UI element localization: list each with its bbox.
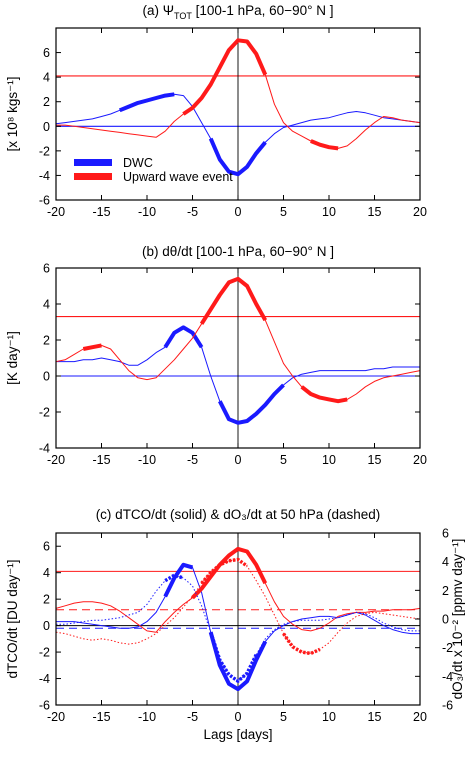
x-tick-label: -10 <box>138 710 156 724</box>
y-tick-label: -2 <box>39 144 50 158</box>
y2-tick-label: -4 <box>442 670 453 684</box>
x-tick-label: -20 <box>47 710 65 724</box>
series-2-significant-segment-1 <box>82 343 102 351</box>
y2-axis-label: dO₃/dt x 10⁻² [ppmv day⁻¹] <box>450 539 465 700</box>
y-axis-label: dTCO/dt [DU day⁻¹] <box>5 560 20 679</box>
legend-label: DWC <box>123 156 153 170</box>
series-2-significant-segment-3 <box>300 385 348 404</box>
x-tick-label: 5 <box>280 710 287 724</box>
y-tick-label: -6 <box>39 699 50 713</box>
legend-swatch-upward-wave-event <box>74 173 112 180</box>
y-axis-label: [K day⁻¹] <box>5 331 20 385</box>
y-axis-label: [x 10⁸ kgs⁻¹] <box>5 76 20 151</box>
y-tick-label: -6 <box>39 194 50 208</box>
y-tick-label: 0 <box>43 619 50 633</box>
x-tick-label: 0 <box>235 453 242 467</box>
x-tick-label: -5 <box>187 710 198 724</box>
series-1-significant-segment-2 <box>208 137 267 177</box>
series-1-significant-segment-1 <box>163 562 194 598</box>
x-tick-label: 15 <box>368 205 382 219</box>
y-tick-label: -4 <box>39 442 50 456</box>
y-tick-label: 6 <box>43 262 50 276</box>
x-tick-label: 20 <box>413 710 427 724</box>
chart-panel-1: (a) ΨTOT [100-1 hPa, 60−90° N ]-20 -15 -10… <box>5 3 427 219</box>
series-1-significant-segment-1 <box>118 92 175 113</box>
y2-tick-label: 2 <box>442 584 449 598</box>
y2-tick-label: -6 <box>442 699 453 713</box>
chart-panel-3: (c) dTCO/dt (solid) & dO₃/dt at 50 hPa (… <box>5 507 465 742</box>
chart-panel-2: (b) dθ/dt [100-1 hPa, 60−90° N ]-20 -15 -1… <box>5 244 427 467</box>
legend-swatch-dwc <box>74 159 112 166</box>
y-tick-label: 4 <box>43 71 50 85</box>
y2-tick-label: 4 <box>442 555 449 569</box>
x-tick-label: 15 <box>368 710 382 724</box>
y-tick-label: -4 <box>39 169 50 183</box>
series-2-significant-segment-1 <box>191 546 268 600</box>
y2-tick-label: 0 <box>442 613 449 627</box>
series-2-significant-segment-1 <box>182 38 268 116</box>
x-tick-label: -20 <box>47 453 65 467</box>
x-tick-label: 15 <box>368 453 382 467</box>
series-1-significant-segment-2 <box>208 631 268 692</box>
y-tick-label: 2 <box>43 95 50 109</box>
x-tick-label: 5 <box>280 453 287 467</box>
x-tick-label: 10 <box>322 453 336 467</box>
series-1-significant-segment-1 <box>163 325 204 349</box>
x-tick-label: -15 <box>92 205 110 219</box>
y-tick-label: 0 <box>43 120 50 134</box>
series-2-significant-segment-2 <box>310 139 339 151</box>
y2-tick-label: -2 <box>442 641 453 655</box>
x-tick-label: -5 <box>187 453 198 467</box>
x-tick-label: 0 <box>235 710 242 724</box>
x-tick-label: 10 <box>322 205 336 219</box>
y-tick-label: -2 <box>39 406 50 420</box>
chart-title: (b) dθ/dt [100-1 hPa, 60−90° N ] <box>142 244 334 259</box>
chart-title: (c) dTCO/dt (solid) & dO₃/dt at 50 hPa (… <box>96 507 381 522</box>
chart-title: (a) ΨTOT [100-1 hPa, 60−90° N ] <box>143 3 334 21</box>
x-axis-label: Lags [days] <box>203 727 272 742</box>
y-tick-label: 2 <box>43 334 50 348</box>
x-tick-label: 20 <box>413 453 427 467</box>
series-1-significant-segment-2 <box>218 383 285 425</box>
x-tick-label: -5 <box>187 205 198 219</box>
series-2-significant-segment-2 <box>199 276 268 325</box>
y-tick-label: -2 <box>39 646 50 660</box>
x-tick-label: -10 <box>138 453 156 467</box>
series-3-significant-segment-1 <box>164 573 184 583</box>
y2-tick-label: 6 <box>442 527 449 541</box>
series-4-significant-segment-2 <box>282 632 321 656</box>
x-tick-label: 10 <box>322 710 336 724</box>
y-tick-label: 0 <box>43 370 50 384</box>
y-tick-label: 6 <box>43 46 50 60</box>
x-tick-label: -20 <box>47 205 65 219</box>
y-tick-label: 4 <box>43 566 50 580</box>
x-tick-label: 0 <box>235 205 242 219</box>
x-tick-label: -15 <box>92 453 110 467</box>
y-tick-label: 4 <box>43 298 50 312</box>
y-tick-label: 2 <box>43 593 50 607</box>
series-line-3 <box>56 574 420 682</box>
x-tick-label: -15 <box>92 710 110 724</box>
series-3-significant-segment-2 <box>209 631 258 683</box>
x-tick-label: 20 <box>413 205 427 219</box>
x-tick-label: -10 <box>138 205 156 219</box>
y-tick-label: -4 <box>39 672 50 686</box>
legend-label: Upward wave event <box>123 170 233 184</box>
x-tick-label: 5 <box>280 205 287 219</box>
y-tick-label: 6 <box>43 540 50 554</box>
